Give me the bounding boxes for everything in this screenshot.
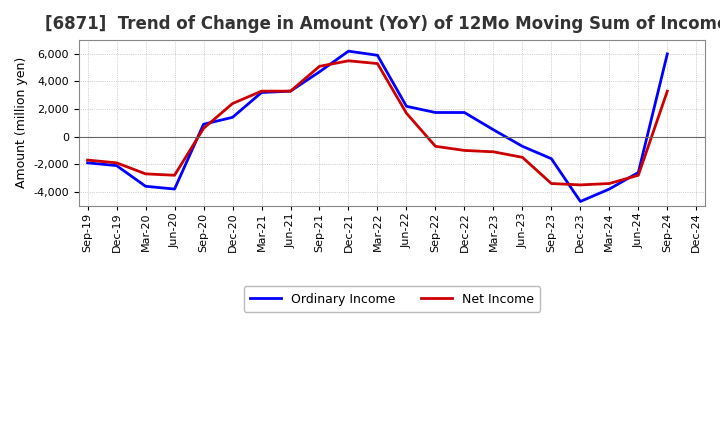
Net Income: [257, 88, 266, 94]
Ordinary Income: [431, 110, 440, 115]
Line: Net Income: Net Income: [88, 61, 667, 185]
Net Income: [344, 58, 353, 63]
Ordinary Income: [373, 53, 382, 58]
Net Income: [663, 88, 672, 94]
Ordinary Income: [228, 115, 237, 120]
Ordinary Income: [199, 121, 208, 127]
Net Income: [315, 64, 324, 69]
Net Income: [576, 182, 585, 187]
Ordinary Income: [315, 69, 324, 74]
Net Income: [199, 126, 208, 131]
Net Income: [402, 110, 411, 116]
Net Income: [489, 149, 498, 154]
Ordinary Income: [605, 187, 613, 192]
Ordinary Income: [344, 48, 353, 54]
Ordinary Income: [547, 156, 556, 161]
Ordinary Income: [634, 170, 643, 175]
Ordinary Income: [170, 187, 179, 192]
Ordinary Income: [402, 104, 411, 109]
Ordinary Income: [141, 183, 150, 189]
Ordinary Income: [576, 199, 585, 204]
Net Income: [373, 61, 382, 66]
Net Income: [460, 148, 469, 153]
Net Income: [431, 143, 440, 149]
Net Income: [518, 155, 527, 160]
Title: [6871]  Trend of Change in Amount (YoY) of 12Mo Moving Sum of Incomes: [6871] Trend of Change in Amount (YoY) o…: [45, 15, 720, 33]
Ordinary Income: [257, 90, 266, 95]
Ordinary Income: [84, 160, 92, 165]
Ordinary Income: [663, 51, 672, 57]
Ordinary Income: [112, 163, 121, 168]
Legend: Ordinary Income, Net Income: Ordinary Income, Net Income: [244, 286, 540, 312]
Ordinary Income: [489, 127, 498, 132]
Line: Ordinary Income: Ordinary Income: [88, 51, 667, 202]
Net Income: [286, 88, 294, 94]
Net Income: [228, 101, 237, 106]
Net Income: [141, 171, 150, 176]
Net Income: [84, 158, 92, 163]
Net Income: [112, 160, 121, 165]
Net Income: [605, 181, 613, 186]
Net Income: [170, 172, 179, 178]
Net Income: [634, 172, 643, 178]
Ordinary Income: [460, 110, 469, 115]
Y-axis label: Amount (million yen): Amount (million yen): [15, 57, 28, 188]
Net Income: [547, 181, 556, 186]
Ordinary Income: [518, 143, 527, 149]
Ordinary Income: [286, 88, 294, 94]
